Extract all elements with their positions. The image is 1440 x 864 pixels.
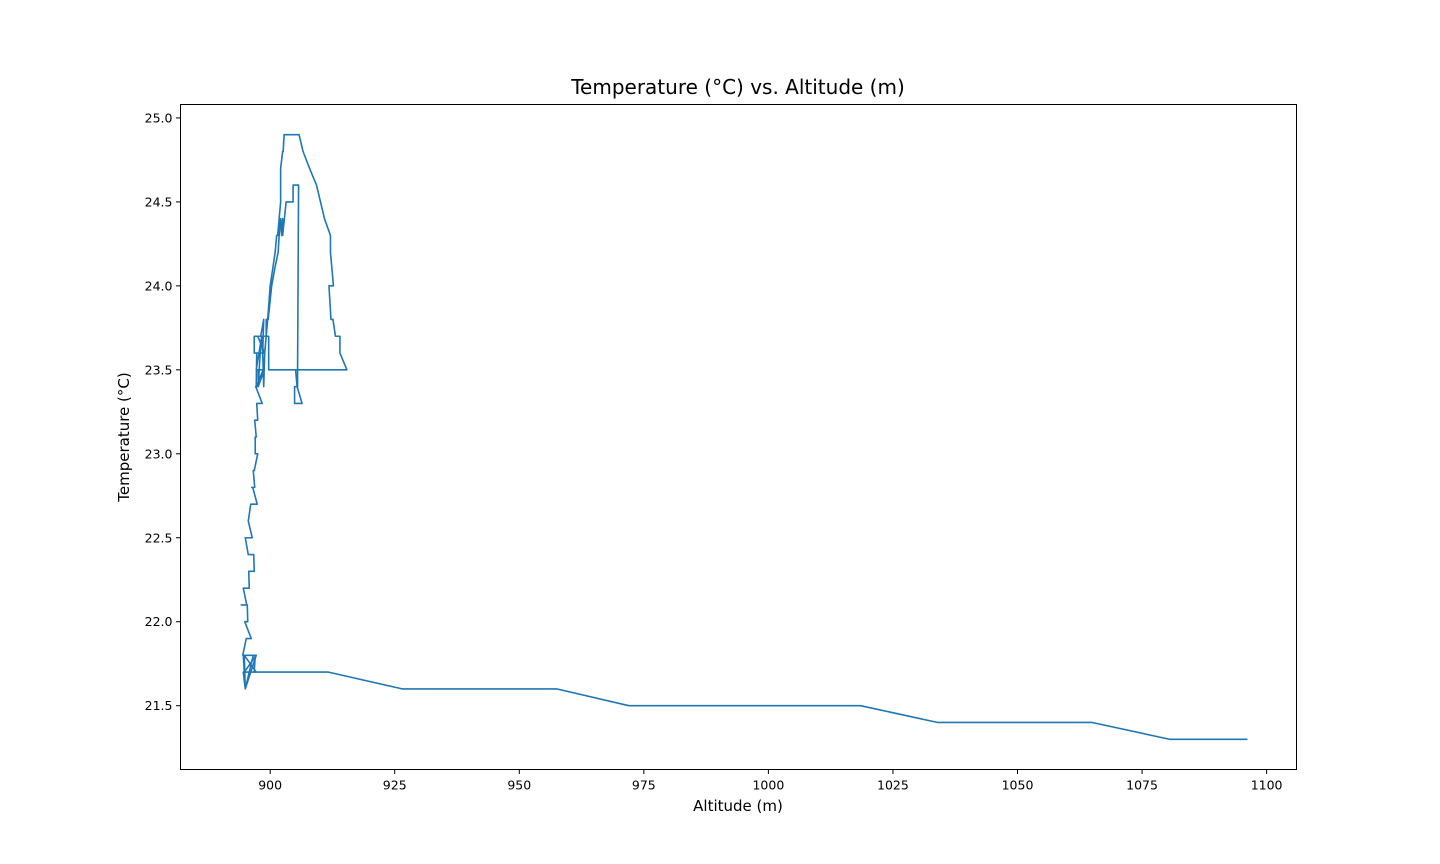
x-tick-label: 975 xyxy=(632,778,656,793)
series-layer xyxy=(240,133,1248,741)
x-tick-label: 1050 xyxy=(1002,778,1034,793)
y-axis-label: Temperature (°C) xyxy=(115,372,133,502)
y-tick-label: 24.0 xyxy=(145,278,173,293)
x-tick-label: 1100 xyxy=(1251,778,1283,793)
plot-area: 21.522.022.523.023.524.024.525.0 900 925 9… xyxy=(145,104,1297,793)
x-tick-label: 925 xyxy=(383,778,407,793)
y-tick-label: 22.0 xyxy=(145,614,173,629)
y-tick-label: 22.5 xyxy=(145,530,173,545)
x-tick-label: 950 xyxy=(507,778,531,793)
x-tick-label: 1025 xyxy=(877,778,909,793)
plot-background xyxy=(180,104,1297,770)
y-tick-label: 23.5 xyxy=(145,362,173,377)
x-axis-label: Altitude (m) xyxy=(693,797,783,815)
x-tick-label: 1075 xyxy=(1126,778,1158,793)
x-tick-label: 1000 xyxy=(752,778,784,793)
x-axis-ticks: 900 925 950 975 1000 1025 1050 1075 1100 xyxy=(258,769,1283,793)
y-tick-label: 24.5 xyxy=(145,194,173,209)
y-tick-label: 21.5 xyxy=(145,698,173,713)
y-axis-ticks: 21.5 22.0 22.5 23.0 23.5 24.0 24.5 25.0 xyxy=(145,110,181,713)
series-line-0 xyxy=(240,133,1248,741)
chart-title: Temperature (°C) vs. Altitude (m) xyxy=(570,75,905,99)
axes-frame xyxy=(180,104,1297,770)
y-tick-label: 23.0 xyxy=(145,446,173,461)
y-tick-label: 25.0 xyxy=(145,110,173,125)
x-tick-label: 900 xyxy=(258,778,282,793)
